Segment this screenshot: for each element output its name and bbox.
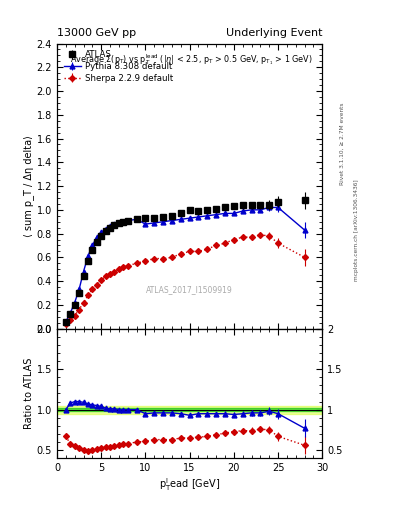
Text: Underlying Event: Underlying Event — [226, 28, 322, 38]
X-axis label: p$_\mathregular{T}^\mathregular{l}$ead [GeV]: p$_\mathregular{T}^\mathregular{l}$ead [… — [159, 476, 220, 493]
Bar — [57, 408, 322, 411]
Text: 13000 GeV pp: 13000 GeV pp — [57, 28, 136, 38]
Bar — [57, 406, 322, 414]
Legend: ATLAS, Pythia 8.308 default, Sherpa 2.2.9 default: ATLAS, Pythia 8.308 default, Sherpa 2.2.… — [61, 48, 176, 85]
Text: ATLAS_2017_I1509919: ATLAS_2017_I1509919 — [146, 285, 233, 294]
Text: Average $\Sigma$(p$_\mathregular{T}$) vs p$_\mathregular{T}^{\mathregular{lead}}: Average $\Sigma$(p$_\mathregular{T}$) vs… — [70, 52, 313, 67]
Y-axis label: ⟨ sum p_T / Δη delta⟩: ⟨ sum p_T / Δη delta⟩ — [23, 135, 34, 237]
Y-axis label: Ratio to ATLAS: Ratio to ATLAS — [24, 358, 34, 429]
Text: mcplots.cern.ch [arXiv:1306.3436]: mcplots.cern.ch [arXiv:1306.3436] — [354, 180, 359, 281]
Text: Rivet 3.1.10, ≥ 2.7M events: Rivet 3.1.10, ≥ 2.7M events — [340, 102, 345, 185]
